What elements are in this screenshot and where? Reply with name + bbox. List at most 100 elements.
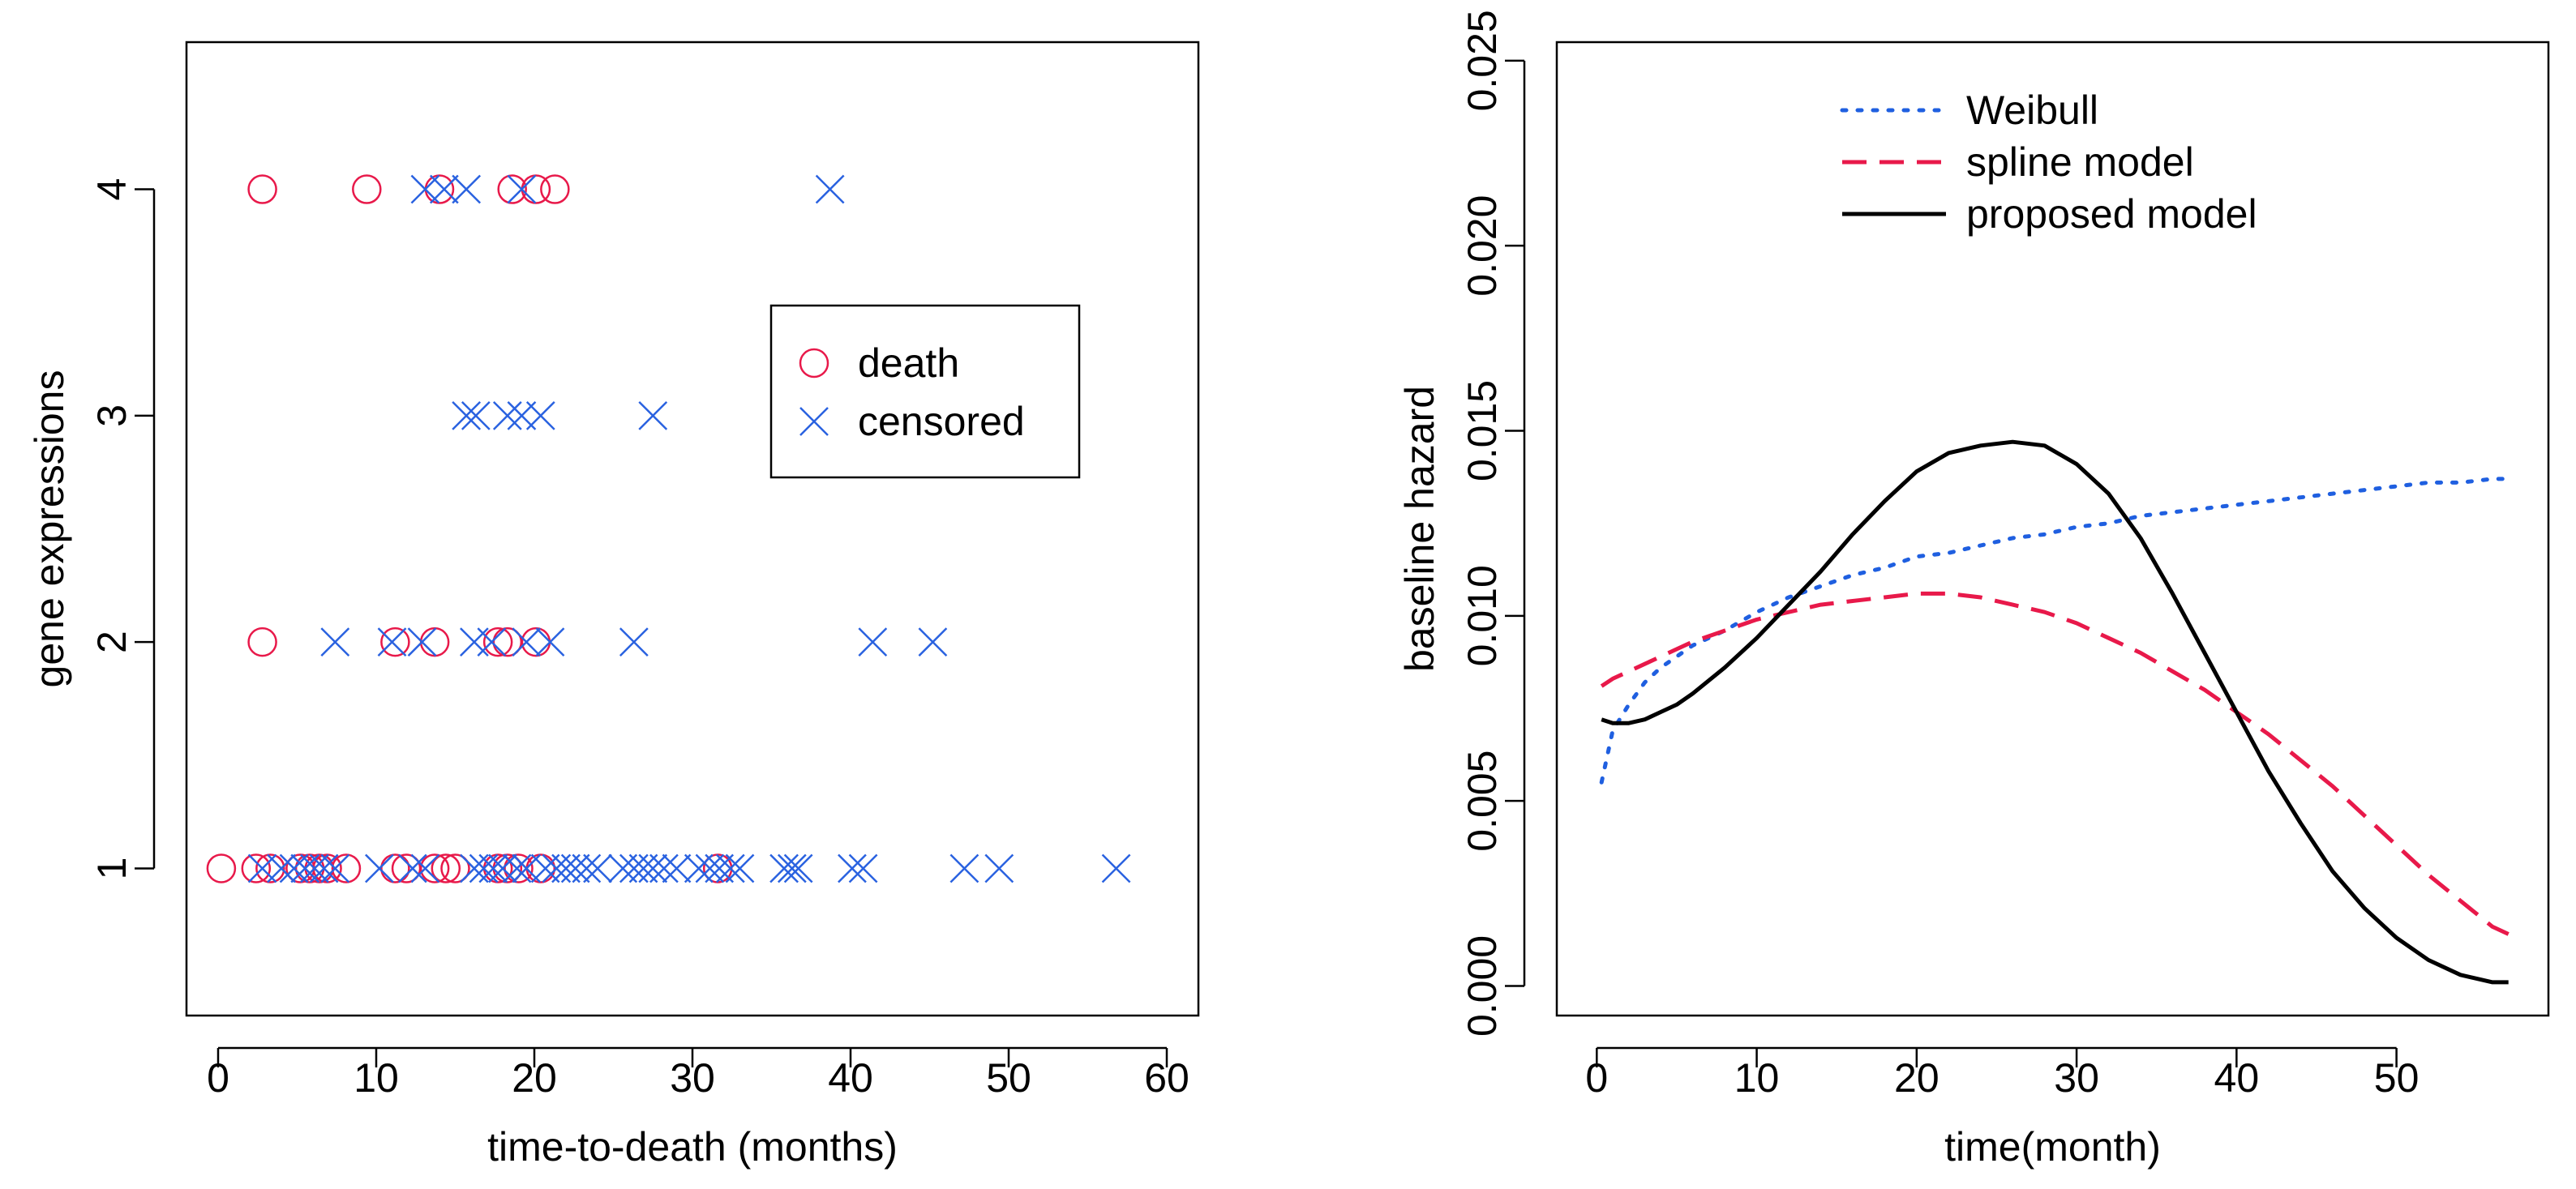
hazard-y-tick-label: 0.010 <box>1459 565 1505 666</box>
hazard-x-tick-label: 0 <box>1585 1055 1608 1101</box>
death-point <box>424 174 455 204</box>
censored-point <box>512 627 542 657</box>
death-point <box>206 853 237 883</box>
censored-point <box>838 853 867 883</box>
censored-point <box>507 174 537 204</box>
hazard-panel: 0 10 20 30 40 50 time(month) 0.000 0.005 0.010 0.0… <box>1397 10 2550 1170</box>
censored-point <box>320 627 350 657</box>
censored-point <box>488 853 517 883</box>
scatter-y-tick-label: 2 <box>89 631 135 653</box>
death-point <box>255 853 285 883</box>
censored-point <box>725 853 755 883</box>
death-point <box>247 627 277 657</box>
scatter-legend: death censored <box>769 304 1081 479</box>
hazard-series-spline-model <box>1600 591 2510 936</box>
scatter-x-tick-label: 60 <box>1144 1055 1189 1101</box>
censored-point <box>705 853 735 883</box>
hazard-y-tick-label: 0.015 <box>1459 380 1505 481</box>
censored-point <box>407 627 437 657</box>
scatter-x-axis-title: time-to-death (months) <box>487 1124 898 1170</box>
hazard-plot-frame <box>1555 41 2550 1017</box>
censored-point <box>535 627 565 657</box>
censored-point <box>530 853 560 883</box>
death-point <box>331 853 362 883</box>
death-point <box>247 174 277 204</box>
censored-point <box>858 627 888 657</box>
censored-point <box>502 853 532 883</box>
legend-label-Weibull: Weibull <box>1966 88 2098 133</box>
hazard-y-tick-label: 0.005 <box>1459 751 1505 852</box>
censored-point <box>560 853 590 883</box>
scatter-y-axis-title: gene expressions <box>27 370 72 688</box>
censored-point <box>628 853 658 883</box>
hazard-x-tick-label: 10 <box>1734 1055 1780 1101</box>
scatter-x-tick-label: 10 <box>354 1055 399 1101</box>
scatter-x-tick-label: 40 <box>828 1055 873 1101</box>
scatter-panel: 0 10 20 30 40 50 60 time-to-death (months) 1 2 3 4 g… <box>27 41 1200 1170</box>
death-point <box>380 627 410 657</box>
censored-point <box>984 853 1014 883</box>
death-point <box>419 853 450 883</box>
death-point <box>440 853 470 883</box>
scatter-y-tick-label: 3 <box>89 404 135 427</box>
scatter-legend-box <box>769 304 1081 479</box>
censored-point <box>452 400 482 430</box>
death-point <box>504 853 534 883</box>
censored-point <box>684 853 714 883</box>
censored-point <box>410 853 440 883</box>
hazard-series-proposed-model <box>1601 439 2509 985</box>
death-point <box>352 174 382 204</box>
censored-point <box>309 853 339 883</box>
hazard-x-axis-title: time(month) <box>1944 1124 2161 1170</box>
hazard-y-tick-label: 0.000 <box>1459 935 1505 1037</box>
censored-point <box>608 853 638 883</box>
hazard-x-tick-label: 20 <box>1894 1055 1940 1101</box>
censored-point <box>525 400 555 430</box>
scatter-x-tick-label: 50 <box>986 1055 1031 1101</box>
censored-point <box>638 853 668 883</box>
death-point <box>482 627 513 657</box>
censored-point <box>662 853 692 883</box>
legend-label-censored: censored <box>858 399 1025 444</box>
censored-point <box>300 853 329 883</box>
hazard-y-tick-label: 0.020 <box>1459 195 1505 297</box>
censored-point <box>267 853 296 883</box>
hazard-x-tick-label: 50 <box>2374 1055 2420 1101</box>
scatter-series-censored <box>247 174 1131 883</box>
censored-point <box>777 853 807 883</box>
hazard-x-tick-label: 30 <box>2054 1055 2099 1101</box>
censored-point <box>365 853 394 883</box>
death-point <box>540 174 570 204</box>
hazard-y-axis-title: baseline hazard <box>1397 386 1442 672</box>
censored-point <box>815 174 845 204</box>
legend-censored-marker <box>799 407 829 436</box>
censored-point <box>572 853 602 883</box>
legend-label-spline-model: spline model <box>1966 139 2194 185</box>
legend-label-proposed-model: proposed model <box>1966 191 2257 237</box>
scatter-x-tick-label: 20 <box>512 1055 557 1101</box>
scatter-y-tick-label: 1 <box>89 858 135 880</box>
death-point <box>431 853 461 883</box>
hazard-legend: Weibull spline model proposed model <box>1840 88 2257 237</box>
censored-point <box>478 853 508 883</box>
censored-point <box>918 627 948 657</box>
censored-point <box>397 853 427 883</box>
legend-death-marker <box>799 348 829 379</box>
censored-point <box>429 174 459 204</box>
scatter-series-death <box>206 174 733 883</box>
censored-point <box>619 627 649 657</box>
censored-point <box>649 853 679 883</box>
censored-point <box>949 853 979 883</box>
censored-point <box>461 400 491 430</box>
censored-point <box>695 853 725 883</box>
scatter-plot-frame <box>185 41 1200 1017</box>
hazard-y-tick-label: 0.025 <box>1459 10 1505 111</box>
censored-point <box>452 174 482 204</box>
censored-point <box>848 853 878 883</box>
legend-label-death: death <box>858 340 959 386</box>
death-point <box>380 853 410 883</box>
death-point <box>497 174 527 204</box>
censored-point <box>377 627 407 657</box>
death-point <box>525 853 556 883</box>
